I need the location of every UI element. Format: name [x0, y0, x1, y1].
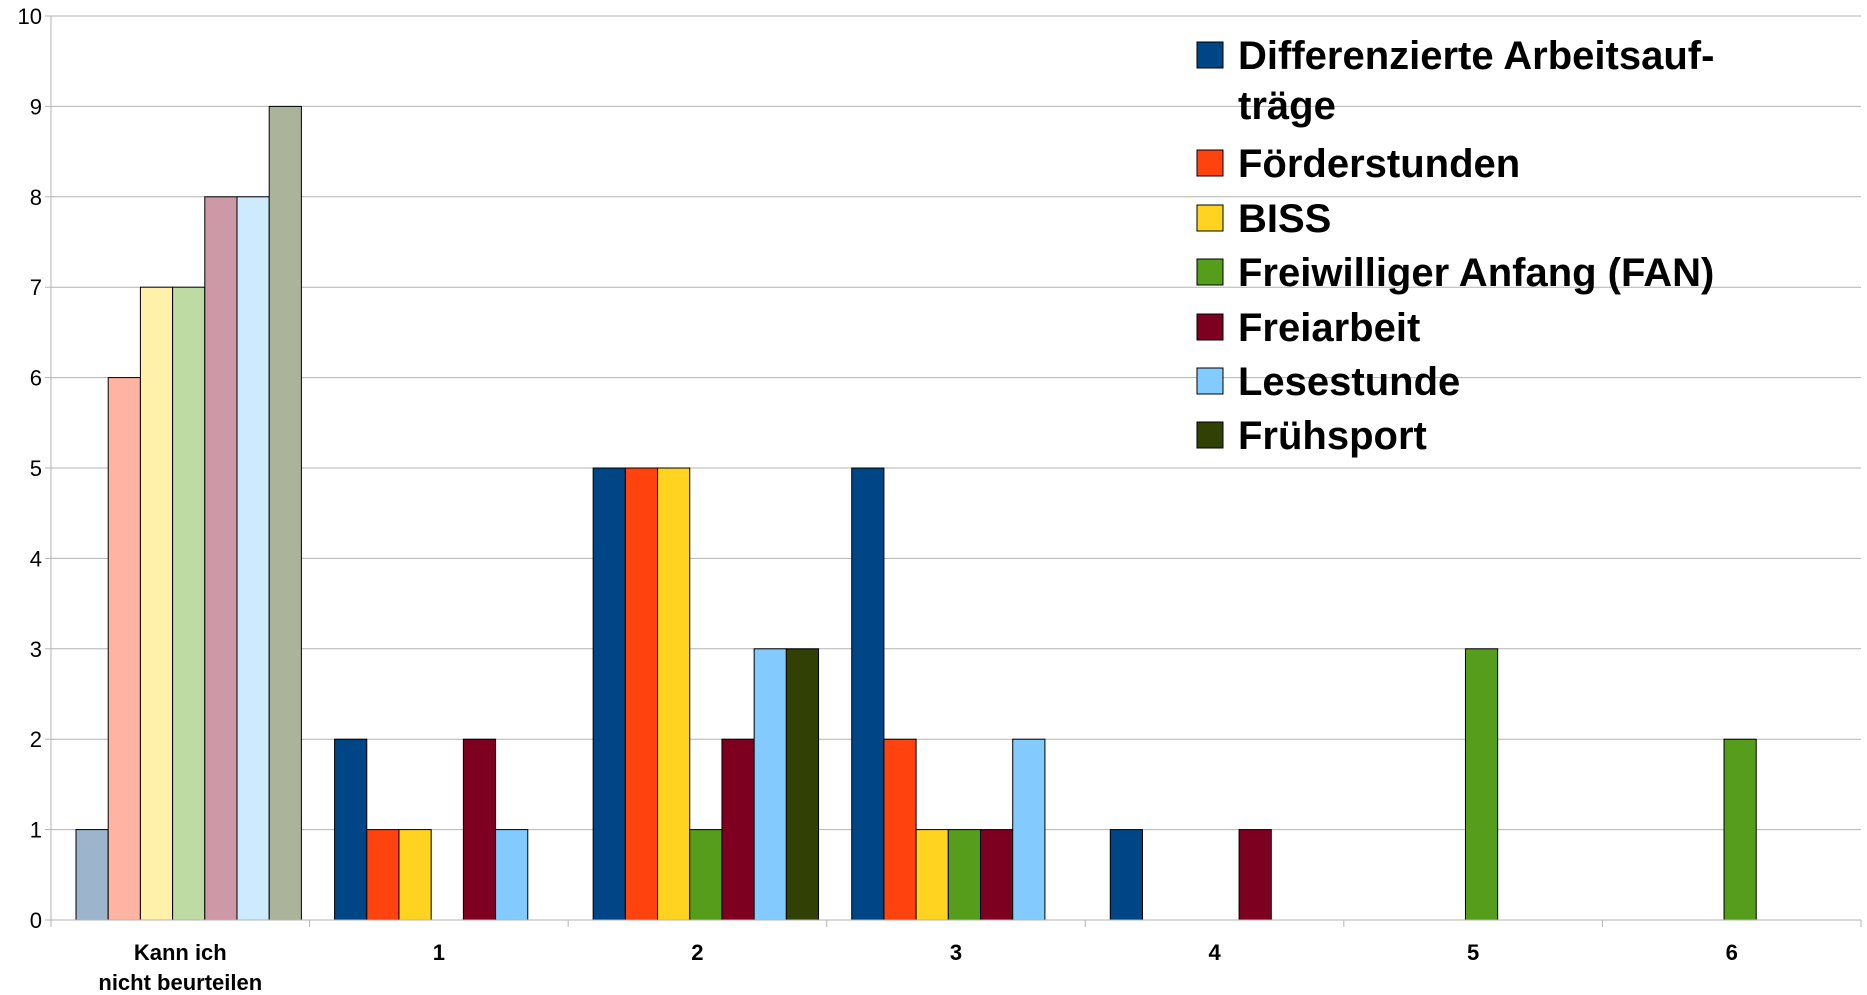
legend-label-3: Freiwilliger Anfang (FAN) [1238, 251, 1714, 295]
legend-swatch-5 [1196, 367, 1224, 395]
bar-series-0-category-2 [592, 467, 626, 921]
bar-series-3-category-3 [947, 829, 982, 921]
legend-label-6: Frühsport [1238, 414, 1427, 458]
legend-label-5: Lesestunde [1238, 360, 1460, 404]
bar-series-3-category-6 [1723, 738, 1757, 921]
x-category-label-5: 5 [1467, 940, 1479, 965]
bar-series-2-category-3 [915, 829, 949, 921]
y-tick-label-4: 4 [30, 546, 42, 571]
x-category-label-0-line-1: nicht beurteilen [98, 970, 262, 995]
bar-series-5-category-0 [236, 196, 270, 921]
legend-label-0-line-2: träge [1238, 84, 1336, 128]
bar-series-2-category-2 [657, 467, 691, 921]
bar-series-0-category-1 [334, 738, 368, 921]
x-category-label-6: 6 [1726, 940, 1738, 965]
bar-series-3-category-0 [172, 286, 206, 921]
bar-series-4-category-2 [721, 738, 755, 921]
legend-swatch-2 [1196, 204, 1224, 232]
bar-series-6-category-0 [268, 105, 302, 921]
bar-series-5-category-1 [495, 829, 529, 921]
legend-swatch-1 [1196, 149, 1224, 177]
legend-swatch-4 [1196, 313, 1224, 341]
bar-series-5-category-3 [1012, 738, 1046, 921]
y-tick-label-1: 1 [30, 818, 42, 843]
x-category-label-4: 4 [1208, 940, 1221, 965]
bar-series-0-category-4 [1109, 829, 1143, 921]
bar-series-1-category-1 [366, 829, 400, 921]
bars [75, 105, 1757, 921]
x-category-label-0-line-0: Kann ich [134, 940, 227, 965]
bar-series-0-category-0 [75, 829, 109, 921]
x-category-label-2: 2 [691, 940, 703, 965]
legend-swatch-6 [1196, 421, 1224, 449]
bar-series-3-category-2 [689, 829, 723, 921]
y-tick-label-5: 5 [30, 456, 42, 481]
y-tick-label-2: 2 [30, 727, 42, 752]
bar-series-2-category-1 [398, 829, 432, 921]
y-axis-tick-labels: 0 1 2 3 4 5 6 7 8 9 10 [18, 4, 42, 933]
bar-series-6-category-2 [785, 648, 820, 921]
bar-series-5-category-2 [753, 648, 787, 921]
bar-series-1-category-0 [107, 377, 141, 921]
legend-label-2: BISS [1238, 197, 1331, 241]
bar-series-4-category-4 [1238, 829, 1272, 921]
axes [45, 15, 1862, 927]
legend: Differenzierte Arbeitsauf-träge Förderstu… [1196, 34, 1714, 458]
bar-series-1-category-2 [624, 467, 659, 921]
y-tick-label-9: 9 [30, 94, 42, 119]
bar-series-4-category-0 [204, 196, 238, 921]
bar-series-2-category-0 [139, 286, 174, 921]
bar-series-4-category-3 [980, 829, 1014, 921]
legend-label-4: Freiarbeit [1238, 306, 1420, 350]
bar-series-4-category-1 [462, 738, 497, 921]
bar-series-0-category-3 [851, 467, 885, 921]
y-tick-label-3: 3 [30, 637, 42, 662]
y-tick-label-0: 0 [30, 908, 42, 933]
legend-label-0: Differenzierte Arbeitsauf- [1238, 34, 1714, 78]
x-category-label-3: 3 [950, 940, 962, 965]
grid-lines [51, 15, 1861, 921]
y-tick-label-10: 10 [18, 4, 42, 29]
y-tick-label-6: 6 [30, 366, 42, 391]
bar-series-3-category-5 [1464, 648, 1499, 921]
x-axis-category-labels: Kann ich nicht beurteilen 1 2 3 4 5 6 [98, 940, 1737, 995]
legend-label-1: Förderstunden [1238, 142, 1520, 186]
y-tick-label-7: 7 [30, 275, 42, 300]
legend-swatch-0 [1196, 41, 1224, 69]
x-category-label-1: 1 [433, 940, 445, 965]
y-tick-label-8: 8 [30, 185, 42, 210]
legend-swatch-3 [1196, 258, 1224, 286]
bar-series-1-category-3 [883, 738, 917, 921]
